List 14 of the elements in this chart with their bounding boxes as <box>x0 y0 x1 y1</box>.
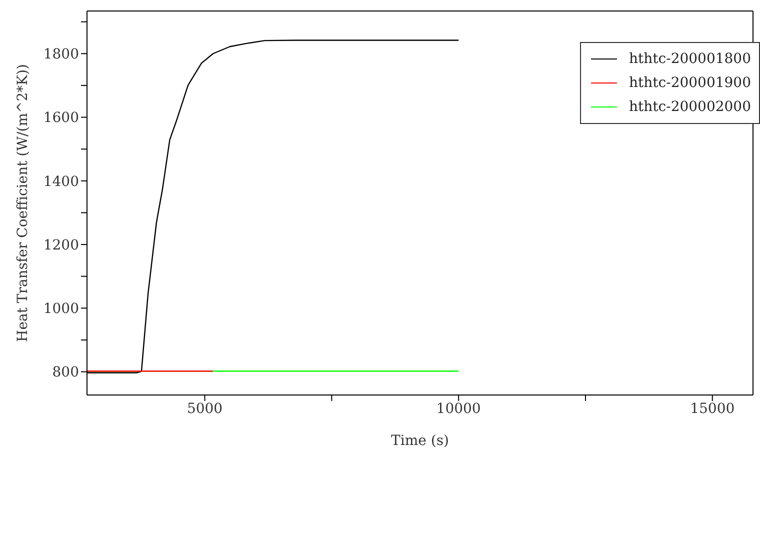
x-axis-title: Time (s) <box>391 433 449 449</box>
y-tick-label: 1000 <box>43 301 79 318</box>
y-axis-title: Heat Transfer Coefficient (W/(m^2*K)) <box>14 64 31 342</box>
y-tick-label: 1600 <box>43 110 79 126</box>
legend-label: hthtc-200001900 <box>628 75 751 91</box>
y-tick-label: 800 <box>52 364 79 381</box>
x-tick-label: 5000 <box>186 400 223 417</box>
y-tick-label: 1200 <box>43 237 79 254</box>
legend-label: hthtc-200002000 <box>628 99 751 115</box>
x-tick-label: 15000 <box>690 400 735 417</box>
y-tick-label: 1400 <box>43 174 79 190</box>
y-tick-label: 1800 <box>43 46 79 63</box>
x-tick-label: 10000 <box>436 400 481 417</box>
legend-label: hthtc-200001800 <box>628 51 751 67</box>
